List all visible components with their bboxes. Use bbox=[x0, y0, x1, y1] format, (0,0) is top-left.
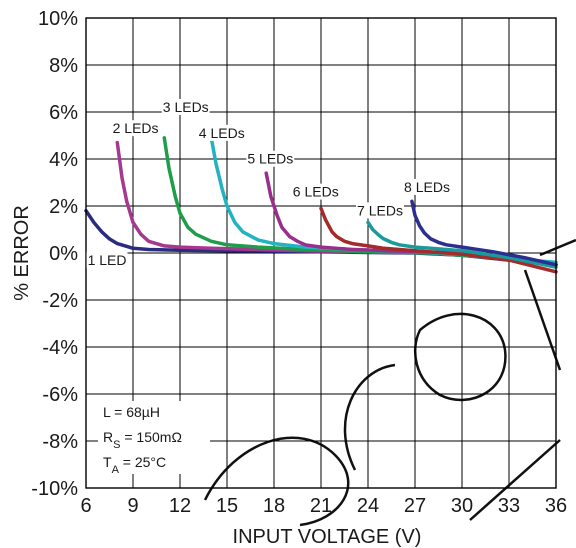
series-label: 5 LEDs bbox=[247, 151, 293, 167]
series-line bbox=[115, 140, 558, 267]
x-tick-label: 24 bbox=[357, 495, 379, 517]
rs-value: = 150mΩ bbox=[120, 429, 181, 445]
x-axis-ticks: 6 9 12 15 18 21 24 27 30 33 36 bbox=[80, 495, 567, 517]
ta-value: = 25°C bbox=[119, 454, 166, 470]
x-tick-label: 33 bbox=[498, 495, 520, 517]
series-label: 4 LEDs bbox=[199, 125, 245, 141]
conditions-note-background bbox=[98, 401, 210, 474]
series-label-background bbox=[246, 150, 295, 167]
rs-subscript: S bbox=[113, 439, 120, 451]
series-label: 2 LEDs bbox=[113, 120, 159, 136]
y-tick-label: 4% bbox=[49, 149, 78, 171]
series-layer bbox=[84, 136, 558, 274]
ta-prefix: T bbox=[103, 454, 112, 470]
series-line bbox=[366, 220, 558, 269]
series-line bbox=[319, 206, 558, 274]
x-tick-label: 30 bbox=[451, 495, 473, 517]
x-axis-title: INPUT VOLTAGE (V) bbox=[233, 526, 422, 548]
x-tick-label: 36 bbox=[545, 495, 567, 517]
ambient-temperature-note: TA = 25°C bbox=[103, 454, 166, 476]
series-label-background bbox=[291, 183, 340, 200]
conditions-note: L = 68µH RS = 150mΩ TA = 25°C bbox=[98, 401, 210, 476]
series-label: 3 LEDs bbox=[163, 99, 209, 115]
inductance-note: L = 68µH bbox=[103, 404, 160, 420]
x-tick-label: 21 bbox=[310, 495, 332, 517]
x-tick-label: 15 bbox=[216, 495, 238, 517]
y-tick-label: 0% bbox=[49, 243, 78, 265]
series-label-background bbox=[161, 99, 210, 115]
ta-subscript: A bbox=[112, 464, 120, 476]
y-tick-label: -4% bbox=[42, 337, 78, 359]
watermark bbox=[203, 238, 576, 527]
x-tick-label: 27 bbox=[404, 495, 426, 517]
y-tick-label: -10% bbox=[31, 478, 78, 500]
series-label: 7 LEDs bbox=[357, 202, 403, 218]
y-tick-label: -2% bbox=[42, 290, 78, 312]
x-tick-label: 9 bbox=[127, 495, 138, 517]
series-label: 1 LED bbox=[88, 252, 127, 268]
y-tick-label: 8% bbox=[49, 55, 78, 77]
x-tick-label: 6 bbox=[80, 495, 91, 517]
y-axis-ticks: 10% 8% 6% 4% 2% 0% -2% -4% -6% -8% -10% bbox=[31, 8, 78, 500]
series-label: 8 LEDs bbox=[404, 179, 450, 195]
y-tick-label: 2% bbox=[49, 196, 78, 218]
series-label-background bbox=[403, 178, 451, 195]
series-label-background bbox=[356, 202, 404, 219]
series-label-background bbox=[197, 124, 246, 141]
y-tick-label: -8% bbox=[42, 431, 78, 453]
series-label: 6 LEDs bbox=[293, 184, 339, 200]
y-tick-label: 6% bbox=[49, 102, 78, 124]
series-label-background bbox=[86, 251, 128, 268]
rs-prefix: R bbox=[103, 429, 113, 445]
y-tick-label: -6% bbox=[42, 384, 78, 406]
x-tick-label: 18 bbox=[263, 495, 285, 517]
series-line bbox=[410, 199, 558, 267]
plot-frame bbox=[85, 17, 557, 489]
y-axis-title: % ERROR bbox=[11, 205, 33, 301]
sense-resistor-note: RS = 150mΩ bbox=[103, 429, 182, 451]
y-tick-label: 10% bbox=[38, 8, 78, 30]
series-label-background bbox=[111, 120, 160, 137]
x-tick-label: 12 bbox=[169, 495, 191, 517]
